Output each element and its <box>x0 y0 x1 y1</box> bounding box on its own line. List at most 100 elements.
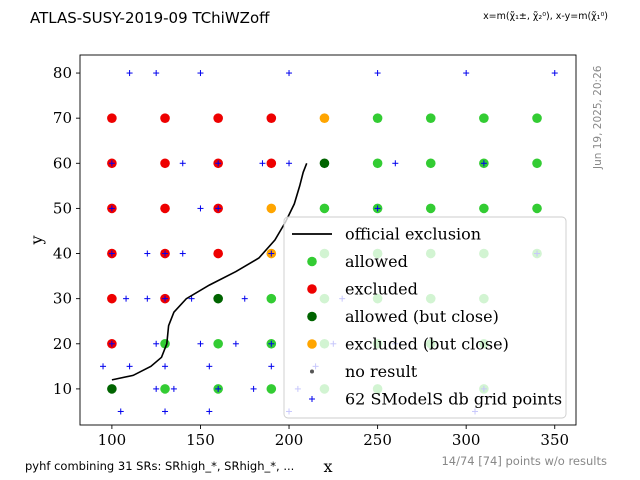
x-tick-label: 350 <box>540 431 569 449</box>
x-tick-label: 200 <box>275 431 304 449</box>
legend-label: no result <box>345 362 418 381</box>
point-allowed <box>266 384 277 394</box>
grid-point <box>144 250 151 257</box>
grid-point <box>551 70 558 77</box>
grid-point <box>170 385 177 392</box>
grid-point <box>179 250 186 257</box>
y-tick-label: 10 <box>53 380 72 398</box>
legend-label: official exclusion <box>345 225 481 244</box>
grid-point <box>268 250 275 257</box>
grid-point <box>250 385 257 392</box>
legend-label: 62 SModelS db grid points <box>345 390 562 409</box>
grid-point <box>162 408 169 415</box>
grid-point <box>215 205 222 212</box>
grid-point <box>197 340 204 347</box>
x-tick-label: 100 <box>98 431 127 449</box>
grid-point <box>215 385 222 392</box>
point-excluded_close <box>319 113 330 123</box>
y-tick-label: 30 <box>53 290 72 308</box>
point-allowed <box>372 158 383 169</box>
point-excluded <box>266 113 277 123</box>
grid-point <box>153 70 160 77</box>
chart-title: ATLAS-SUSY-2019-09 TChiWZoff <box>30 9 270 27</box>
grid-point <box>232 340 239 347</box>
legend-label: excluded (but close) <box>345 335 509 354</box>
point-allowed <box>425 113 436 123</box>
legend-allowed_close-marker <box>307 311 317 322</box>
grid-point <box>374 205 381 212</box>
point-allowed <box>160 384 170 394</box>
point-allowed <box>425 158 436 169</box>
grid-point <box>463 70 470 77</box>
grid-point <box>480 160 487 167</box>
legend-no-result-marker <box>310 369 314 374</box>
grid-point <box>286 70 293 77</box>
grid-point <box>162 363 169 370</box>
grid-point <box>126 363 133 370</box>
plot-frame <box>79 54 577 426</box>
grid-point <box>153 340 160 347</box>
legend-label: allowed <box>345 252 408 271</box>
point-excluded <box>266 158 277 169</box>
x-tick-label: 300 <box>452 431 481 449</box>
point-allowed <box>532 203 542 214</box>
x-tick-label: 150 <box>186 431 215 449</box>
x-axis-label: x <box>323 457 332 476</box>
no-result-note: 14/74 [74] points w/o results <box>441 454 607 468</box>
y-tick-label: 60 <box>53 154 72 172</box>
grid-point <box>206 408 213 415</box>
grid-point <box>206 363 213 370</box>
grid-point <box>162 250 169 257</box>
legend-excluded_close-marker <box>307 339 317 349</box>
point-excluded <box>213 248 223 259</box>
point-allowed <box>266 293 277 304</box>
grid-point <box>286 160 293 167</box>
chart-subtitle: x=m(χ̃₁±, χ̃₂⁰), x-y=m(χ̃₁⁰) <box>483 11 608 22</box>
legend-box <box>283 216 567 419</box>
grid-point <box>117 408 124 415</box>
grid-point <box>144 295 151 302</box>
grid-point <box>108 340 115 347</box>
x-tick-label: 250 <box>363 431 392 449</box>
grid-point <box>197 205 204 212</box>
legend-grid-marker <box>309 396 315 402</box>
grid-point <box>179 160 186 167</box>
point-excluded <box>160 113 170 123</box>
grid-point <box>153 385 160 392</box>
point-allowed <box>532 113 542 123</box>
point-allowed <box>425 203 436 214</box>
grid-point <box>108 250 115 257</box>
grid-point <box>108 160 115 167</box>
legend-label: excluded <box>345 280 418 299</box>
grid-point <box>162 295 169 302</box>
point-allowed_close <box>319 158 330 169</box>
y-tick-label: 20 <box>53 335 72 353</box>
grid-point <box>374 70 381 77</box>
point-excluded <box>213 113 223 123</box>
legend-excluded-marker <box>307 284 317 294</box>
grid-point <box>108 205 115 212</box>
legend-allowed-marker <box>307 256 317 267</box>
point-allowed_close <box>107 384 117 394</box>
grid-point <box>392 160 399 167</box>
point-allowed <box>213 338 223 349</box>
y-tick-label: 50 <box>53 199 72 217</box>
y-tick-label: 80 <box>53 64 72 82</box>
grid-point <box>126 70 133 77</box>
grid-point <box>259 160 266 167</box>
y-axis-label: y <box>27 235 46 245</box>
grid-point <box>215 160 222 167</box>
point-excluded <box>107 113 117 123</box>
grid-point <box>100 363 107 370</box>
point-allowed <box>372 113 383 123</box>
combination-note: pyhf combining 31 SRs: SRhigh_*, SRhigh_… <box>25 459 295 473</box>
point-allowed <box>479 203 489 214</box>
legend-label: allowed (but close) <box>345 307 499 326</box>
grid-point <box>268 340 275 347</box>
official-exclusion-line <box>111 163 308 381</box>
grid-point <box>197 70 204 77</box>
y-tick-label: 40 <box>53 245 72 263</box>
point-allowed <box>479 113 489 123</box>
point-excluded <box>160 158 170 169</box>
